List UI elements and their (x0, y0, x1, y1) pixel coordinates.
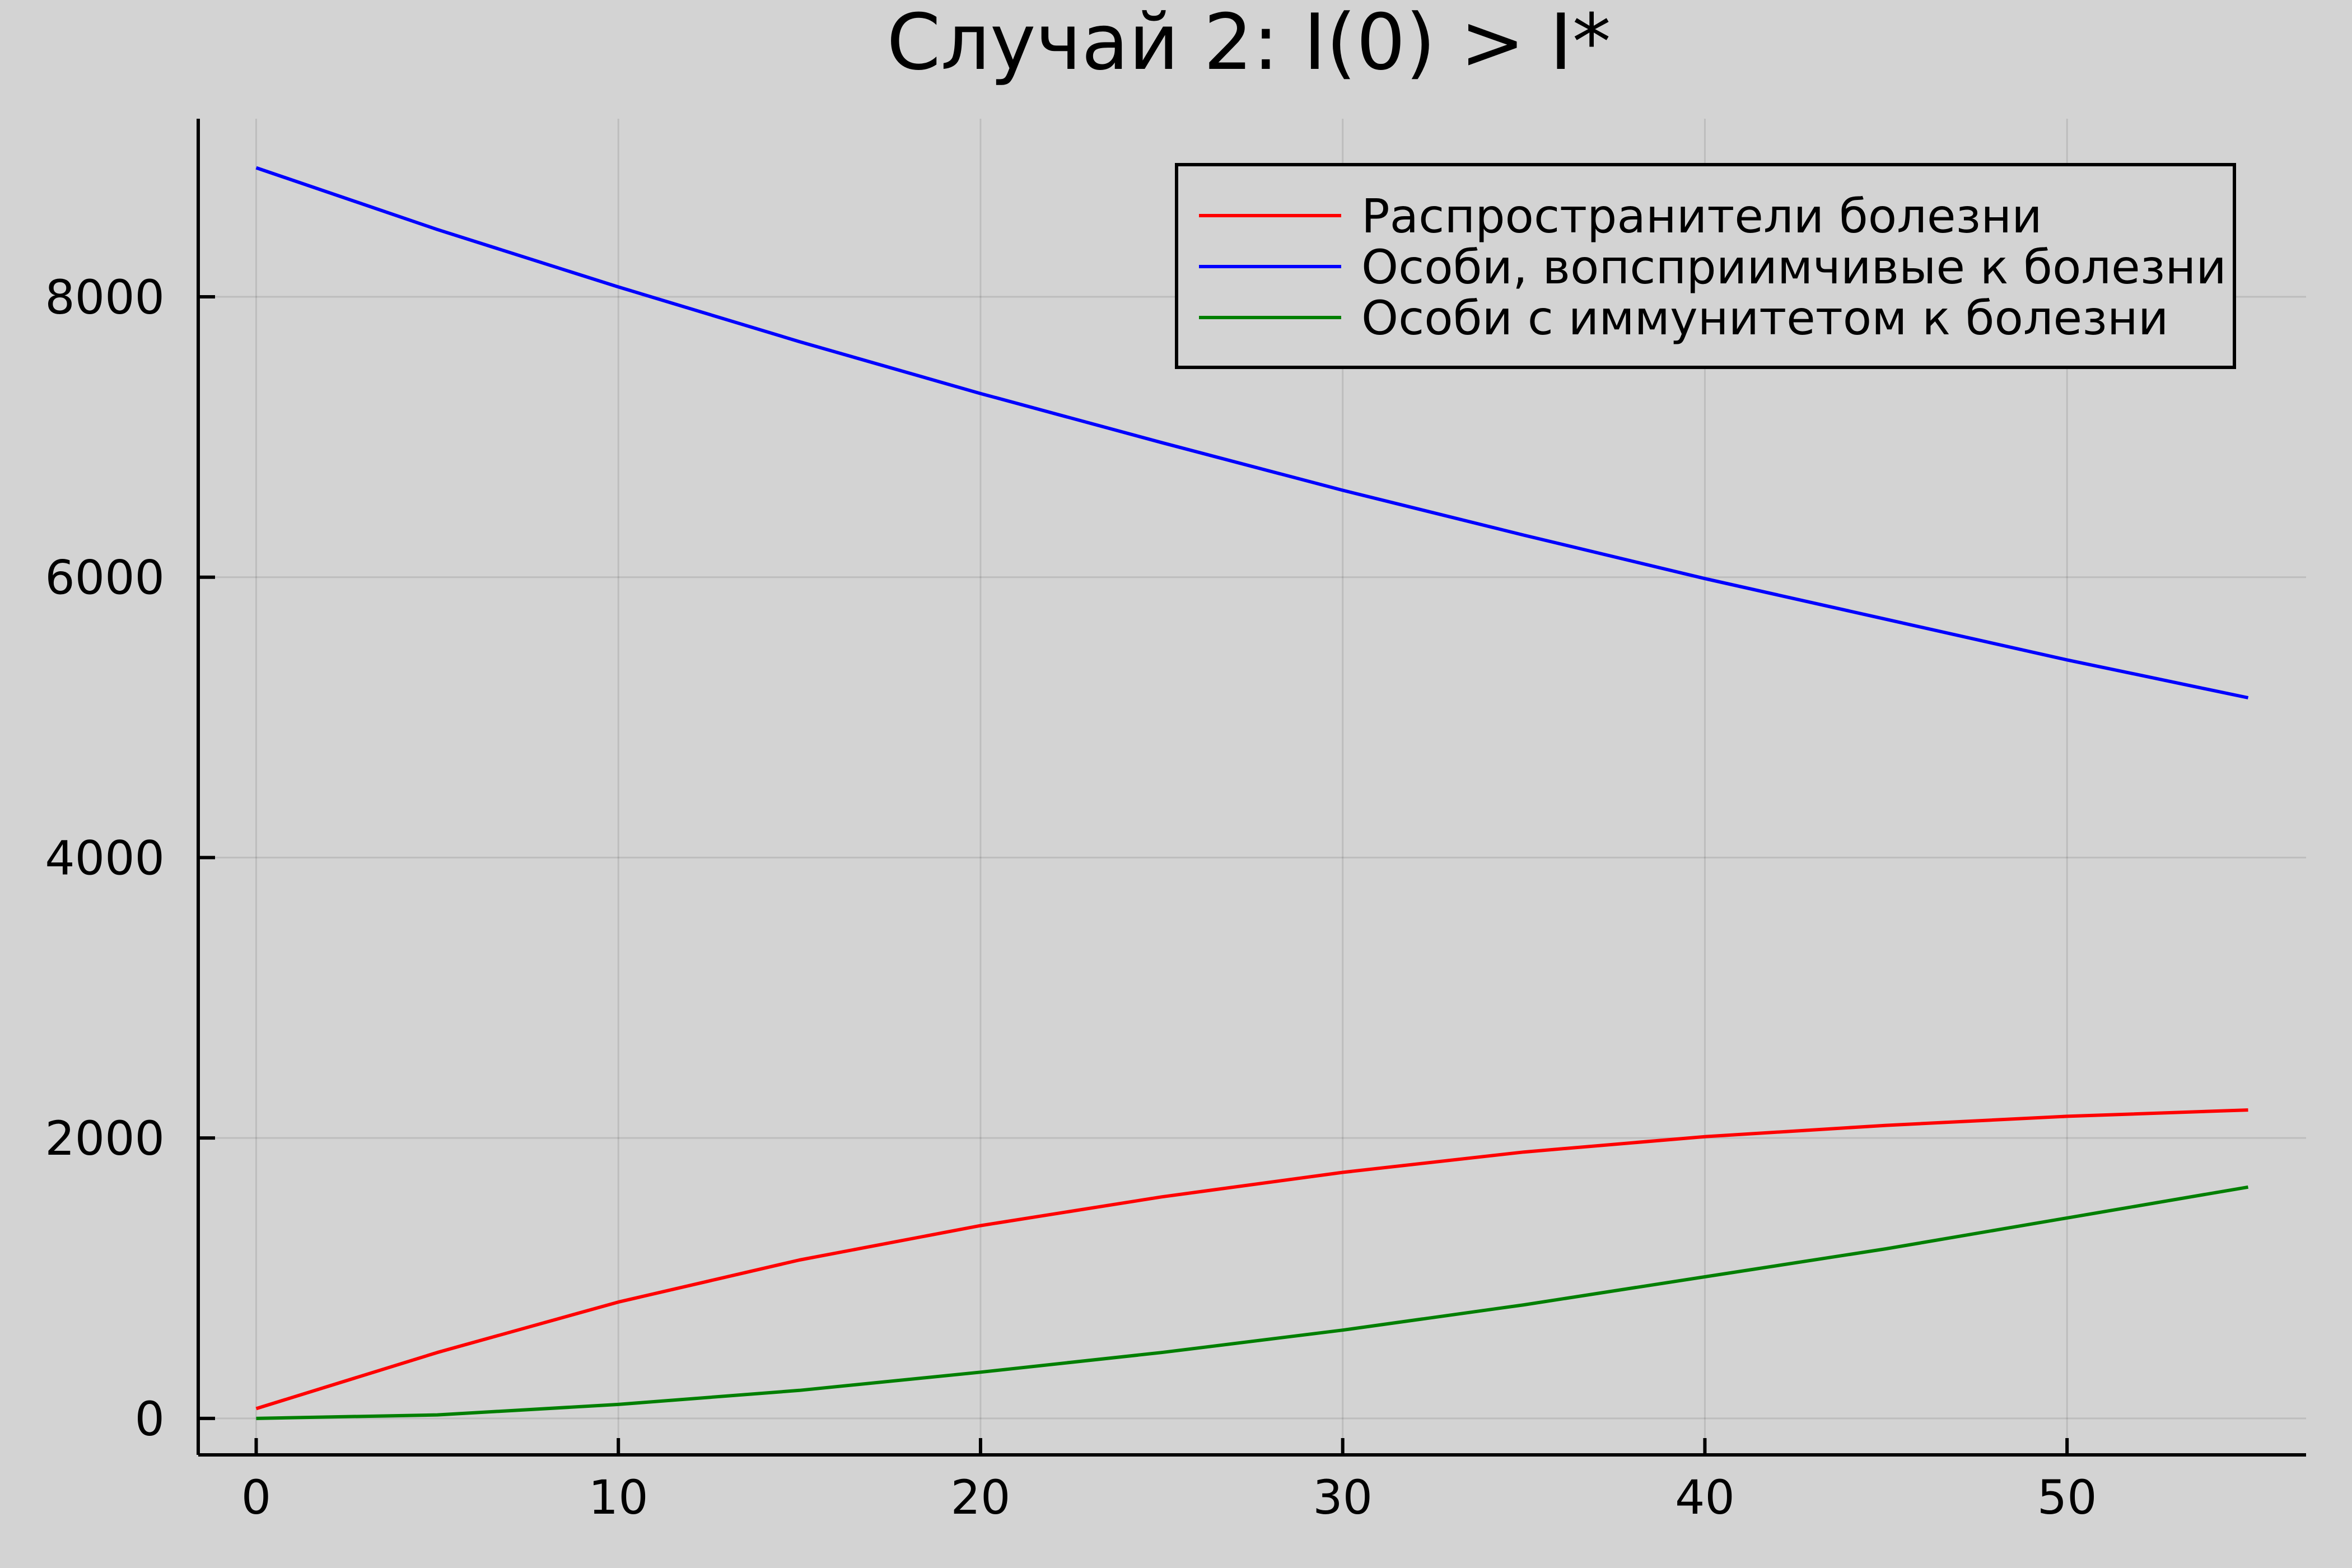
series-line-3 (256, 1185, 2249, 1420)
y-tick-label: 4000 (45, 830, 165, 885)
legend-box (1175, 163, 2236, 369)
legend-label-1: Распространители болезни (1361, 189, 2042, 244)
y-tick-label: 2000 (45, 1111, 165, 1166)
legend-label-3: Особи с иммунитетом к болезни (1361, 291, 2168, 346)
x-tick-label: 20 (951, 1470, 1011, 1525)
x-tick-label: 30 (1313, 1470, 1373, 1525)
chart-title: Случай 2: I(0) > I* (886, 0, 1611, 87)
legend-label-2: Особи, вопсприимчивые к болезни (1361, 240, 2227, 295)
y-tick-label: 8000 (45, 270, 165, 325)
x-tick-label: 40 (1675, 1470, 1735, 1525)
y-tick-label: 0 (135, 1392, 165, 1446)
x-tick-label: 10 (589, 1470, 648, 1525)
x-tick-label: 0 (241, 1470, 271, 1525)
series-line-2 (255, 166, 2249, 699)
series-line-1 (255, 1108, 2248, 1411)
axes: 0 10 20 30 40 50 0 2000 4000 6000 8000 (45, 119, 2306, 1525)
y-tick-label: 6000 (45, 550, 165, 605)
x-tick-label: 50 (2037, 1470, 2097, 1525)
plot-series (255, 166, 2249, 1420)
